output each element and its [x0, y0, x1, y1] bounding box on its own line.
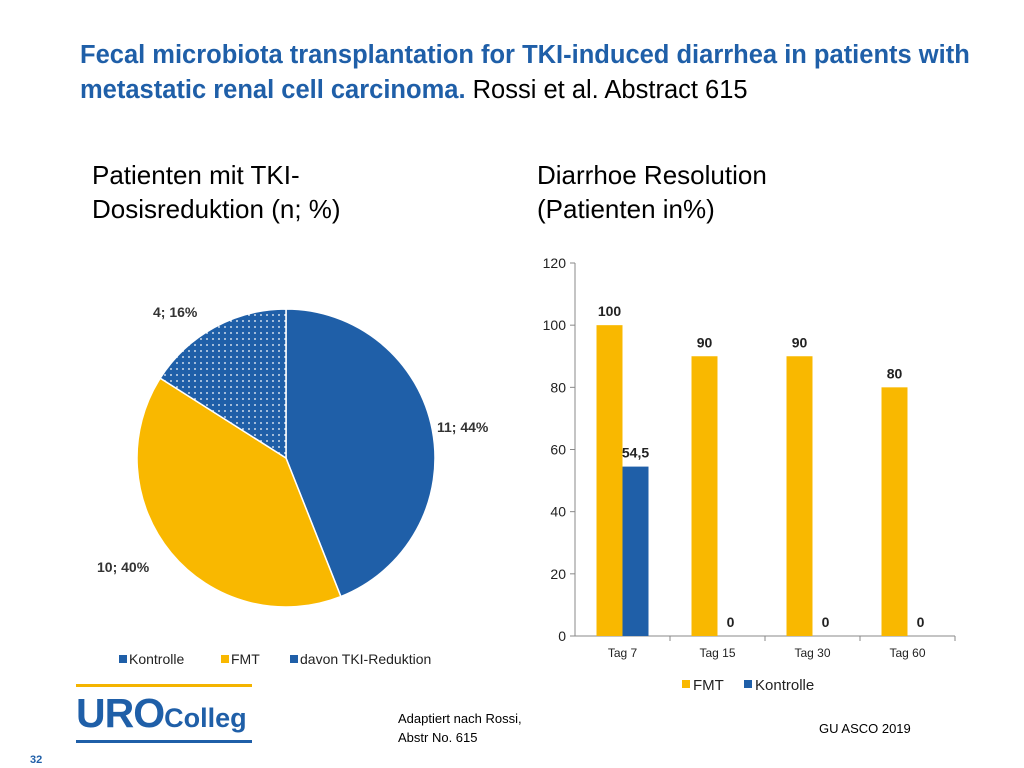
pie-chart: 11; 44% 10; 40% 4; 16% [97, 304, 489, 608]
bar-kontrolle [622, 466, 649, 636]
pie-data-label: 11; 44% [437, 419, 489, 435]
y-tick-label: 120 [543, 255, 567, 271]
legend-label: Kontrolle [129, 651, 184, 667]
legend-label: FMT [693, 677, 724, 694]
bar-data-label: 80 [887, 365, 903, 381]
x-tick-label: Tag 30 [794, 646, 830, 660]
pie-heading-line1: Patienten mit TKI- [92, 160, 300, 190]
pie-data-label: 4; 16% [153, 304, 198, 320]
legend-label: Kontrolle [755, 677, 814, 694]
legend-swatch [744, 680, 752, 688]
slide-title-main: Fecal microbiota transplantation for TKI… [80, 41, 970, 104]
pie-slice [285, 308, 436, 598]
pie-heading-line2: Dosisreduktion (n; %) [92, 194, 341, 224]
legend-swatch [221, 655, 229, 663]
bar-data-label: 54,5 [622, 445, 649, 461]
legend-swatch [290, 655, 298, 663]
slide-title: Fecal microbiota transplantation for TKI… [80, 38, 1000, 108]
slide-title-reference: Rossi et al. Abstract 615 [465, 76, 748, 104]
bar-heading-line2: (Patienten in%) [537, 194, 715, 224]
bar-legend: FMT Kontrolle [682, 677, 814, 694]
x-tick-label: Tag 7 [608, 646, 638, 660]
bar-data-label: 0 [822, 614, 830, 630]
x-tick-label: Tag 60 [889, 646, 925, 660]
uro-colleg-logo: UROColleg [76, 690, 247, 737]
y-tick-label: 100 [543, 317, 567, 333]
bar-fmt [596, 325, 623, 636]
bar-data-label: 90 [697, 334, 713, 350]
congress-footnote: GU ASCO 2019 [819, 721, 911, 736]
bar-data-label: 100 [598, 303, 622, 319]
logo-accent-top [76, 684, 252, 687]
bar-fmt [691, 356, 718, 636]
pie-data-label: 10; 40% [97, 559, 150, 575]
x-tick-label: Tag 15 [699, 646, 735, 660]
legend-swatch [119, 655, 127, 663]
y-tick-label: 40 [550, 504, 566, 520]
y-tick-label: 80 [550, 379, 566, 395]
bar-data-label: 90 [792, 334, 808, 350]
bar-chart-heading: Diarrhoe Resolution (Patienten in%) [537, 158, 877, 226]
page-number: 32 [30, 754, 43, 766]
y-tick-label: 60 [550, 442, 566, 458]
bar-chart: 0 20 40 60 80 100 120 Tag 7 100 54,5 Tag 15 90 0 Tag … [543, 255, 956, 660]
source-line1: Adaptiert nach Rossi, [398, 711, 522, 726]
y-tick-label: 20 [550, 566, 566, 582]
logo-uro-text: URO [76, 690, 165, 736]
legend-swatch [682, 680, 690, 688]
bar-fmt [786, 356, 813, 636]
source-line2: Abstr No. 615 [398, 730, 478, 745]
legend-label: FMT [231, 651, 260, 667]
pie-chart-heading: Patienten mit TKI- Dosisreduktion (n; %) [92, 158, 432, 226]
pie-legend: Kontrolle FMT davon TKI-Reduktion [119, 651, 431, 667]
bar-data-label: 0 [917, 614, 925, 630]
source-footnote: Adaptiert nach Rossi, Abstr No. 615 [398, 709, 522, 747]
y-tick-label: 0 [558, 628, 566, 644]
pie-slice [136, 377, 342, 608]
legend-label: davon TKI-Reduktion [300, 651, 431, 667]
pie-slice [159, 308, 287, 460]
bar-heading-line1: Diarrhoe Resolution [537, 160, 767, 190]
logo-colleg-text: Colleg [164, 703, 247, 733]
logo-accent-bottom [76, 740, 252, 743]
bar-fmt [881, 387, 908, 636]
bar-data-label: 0 [727, 614, 735, 630]
